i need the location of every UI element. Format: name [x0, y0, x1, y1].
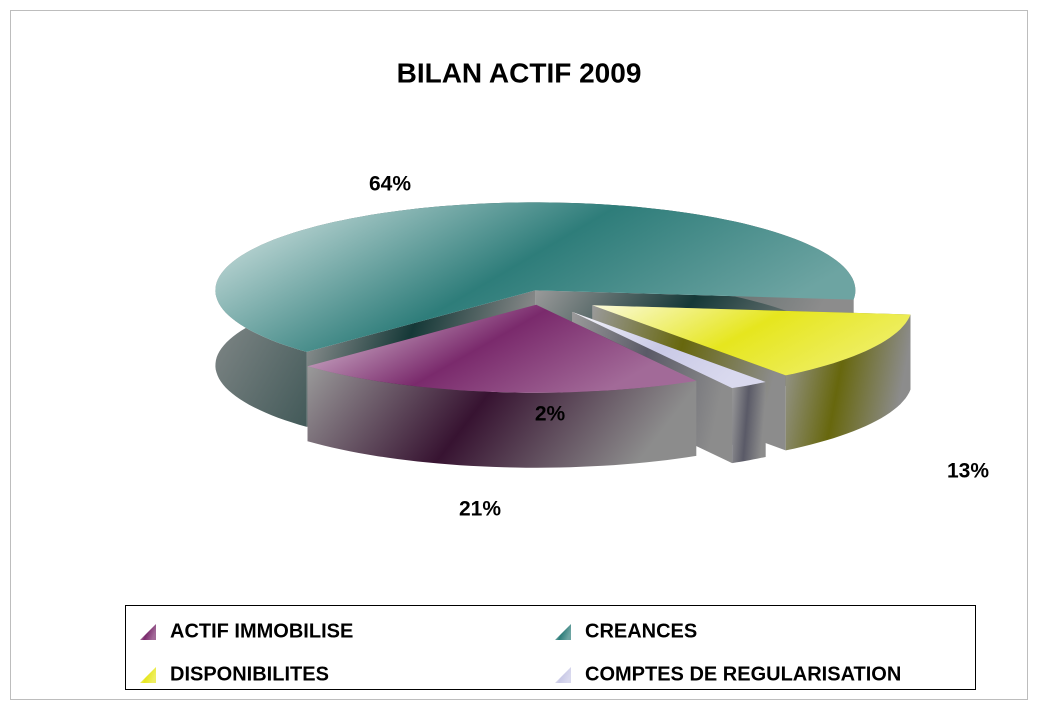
legend-marker — [140, 667, 156, 683]
slice-side — [307, 366, 697, 468]
legend: ACTIF IMMOBILISE CREANCES DISPONIBILITES CO… — [140, 620, 901, 685]
chart-title: BILAN ACTIF 2009 — [397, 57, 642, 88]
legend-label: ACTIF IMMOBILISE — [170, 620, 353, 642]
legend-marker — [140, 624, 156, 640]
data-label: 13% — [947, 460, 989, 483]
legend-label: COMPTES DE REGULARISATION — [585, 663, 901, 685]
slice — [572, 311, 766, 389]
slice — [592, 305, 911, 376]
slice — [215, 202, 856, 352]
pie — [215, 202, 911, 468]
slice-side — [785, 314, 911, 451]
legend-marker — [555, 667, 571, 683]
slice — [307, 304, 697, 393]
legend-label: DISPONIBILITES — [170, 663, 329, 685]
legend-marker — [555, 624, 571, 640]
slice-side — [732, 382, 766, 464]
legend-label: CREANCES — [585, 620, 697, 642]
data-label: 2% — [535, 403, 566, 426]
data-label: 21% — [459, 498, 501, 521]
data-label: 64% — [369, 173, 411, 196]
legend-box — [125, 605, 976, 690]
